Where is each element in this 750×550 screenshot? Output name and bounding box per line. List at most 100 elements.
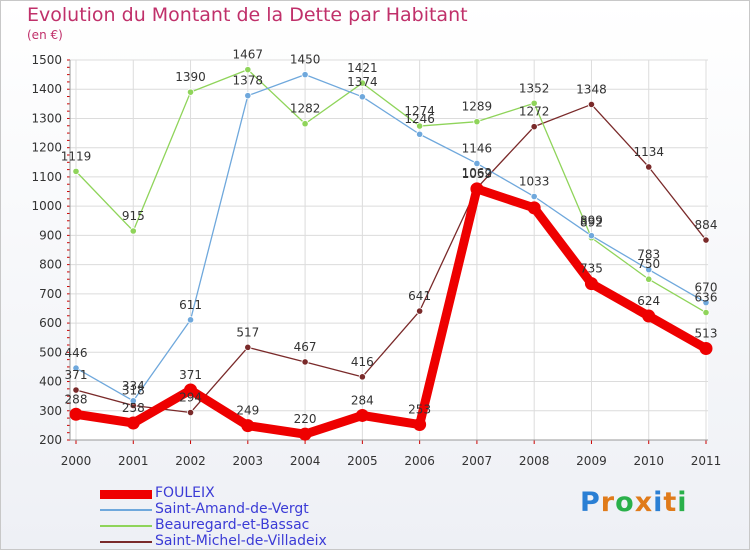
data-label: 288 [65, 392, 88, 406]
data-label: 1274 [404, 104, 435, 118]
x-tick-label: 2004 [290, 454, 321, 468]
y-tick-label: 800 [39, 258, 62, 272]
data-point [416, 307, 424, 315]
x-tick-label: 2000 [61, 454, 92, 468]
y-tick-label: 1100 [31, 170, 62, 184]
data-point [244, 92, 252, 100]
data-point [301, 120, 309, 128]
data-label: 253 [408, 403, 431, 417]
data-point [473, 118, 481, 126]
data-point [702, 299, 710, 307]
chart-subtitle: (en €) [27, 28, 63, 42]
x-tick-label: 2005 [347, 454, 378, 468]
x-tick-label: 2010 [633, 454, 664, 468]
y-tick-label: 600 [39, 316, 62, 330]
data-label: 783 [637, 248, 660, 262]
data-label: 1421 [347, 61, 378, 75]
data-point [355, 408, 369, 422]
data-label: 915 [122, 209, 145, 223]
legend-label: FOULEIX [155, 485, 215, 501]
data-label: 294 [179, 391, 202, 405]
data-label: 334 [122, 379, 145, 393]
data-label: 892 [580, 216, 603, 230]
y-tick-label: 200 [39, 433, 62, 447]
data-point [72, 386, 80, 394]
legend-label: Saint-Amand-de-Vergt [155, 501, 309, 517]
x-tick-label: 2002 [175, 454, 206, 468]
data-point [301, 71, 309, 79]
data-point [527, 201, 541, 215]
y-tick-label: 1200 [31, 141, 62, 155]
data-label: 446 [65, 346, 88, 360]
data-label: 1062 [462, 166, 493, 180]
data-label: 1033 [519, 175, 550, 189]
data-point [298, 427, 312, 441]
data-point [413, 418, 427, 432]
x-tick-label: 2007 [462, 454, 493, 468]
data-point [587, 232, 596, 240]
proxiti-logo: Proxiti [580, 487, 688, 518]
data-point [642, 309, 656, 323]
data-label: 258 [122, 401, 145, 415]
data-label: 1374 [347, 75, 378, 89]
y-tick-label: 700 [39, 287, 62, 301]
data-label: 517 [236, 325, 259, 339]
y-tick-label: 1000 [31, 199, 62, 213]
data-label: 1348 [576, 82, 607, 96]
y-tick-label: 1300 [31, 111, 62, 125]
data-label: 220 [294, 412, 317, 426]
data-label: 513 [695, 327, 718, 341]
legend-swatch [100, 541, 152, 543]
data-label: 371 [65, 368, 88, 382]
data-point [702, 308, 710, 317]
x-tick-label: 2011 [691, 454, 722, 468]
data-point [645, 275, 653, 283]
data-point [473, 159, 481, 168]
data-label: 1272 [519, 105, 550, 119]
data-label: 750 [637, 257, 660, 271]
data-label: 1119 [61, 149, 92, 163]
data-label: 670 [695, 281, 718, 295]
data-label: 1352 [519, 81, 550, 95]
data-point [470, 182, 484, 196]
data-point [184, 383, 198, 397]
data-label: 1146 [462, 141, 493, 155]
data-label: 1059 [462, 167, 493, 181]
data-label: 1134 [633, 145, 664, 159]
chart-title: Evolution du Montant de la Dette par Hab… [27, 4, 468, 26]
series-line [75, 73, 707, 402]
data-point [186, 316, 195, 324]
data-point [129, 227, 137, 235]
x-tick-label: 2006 [404, 454, 435, 468]
x-tick-label: 2003 [233, 454, 264, 468]
y-tick-label: 300 [39, 404, 62, 418]
data-label: 1246 [404, 112, 435, 126]
data-point [645, 265, 653, 274]
data-label: 611 [179, 298, 202, 312]
data-label: 1289 [462, 100, 493, 114]
y-tick-label: 900 [39, 228, 62, 242]
data-point [699, 342, 713, 356]
data-label: 735 [580, 262, 603, 276]
data-label: 416 [351, 355, 374, 369]
series-line [71, 184, 711, 439]
data-label: 1390 [175, 70, 206, 84]
data-point [416, 130, 424, 138]
data-label: 1282 [290, 102, 321, 116]
data-point [530, 123, 538, 131]
legend-swatch [100, 489, 152, 499]
line-chart: 200 300 400 500 600 700 800 900 1000 1100 1200 1300… [31, 48, 722, 468]
data-point [69, 407, 83, 421]
data-label: 884 [695, 218, 718, 232]
data-label: 467 [294, 340, 317, 354]
data-point [530, 192, 538, 201]
data-point [358, 93, 366, 101]
data-label: 624 [637, 294, 660, 308]
data-label: 899 [580, 214, 603, 228]
data-point [416, 122, 424, 130]
y-tick-label: 500 [39, 345, 62, 359]
x-tick-label: 2009 [576, 454, 607, 468]
data-point [72, 364, 80, 372]
data-point [358, 373, 366, 381]
data-label: 318 [122, 384, 145, 398]
